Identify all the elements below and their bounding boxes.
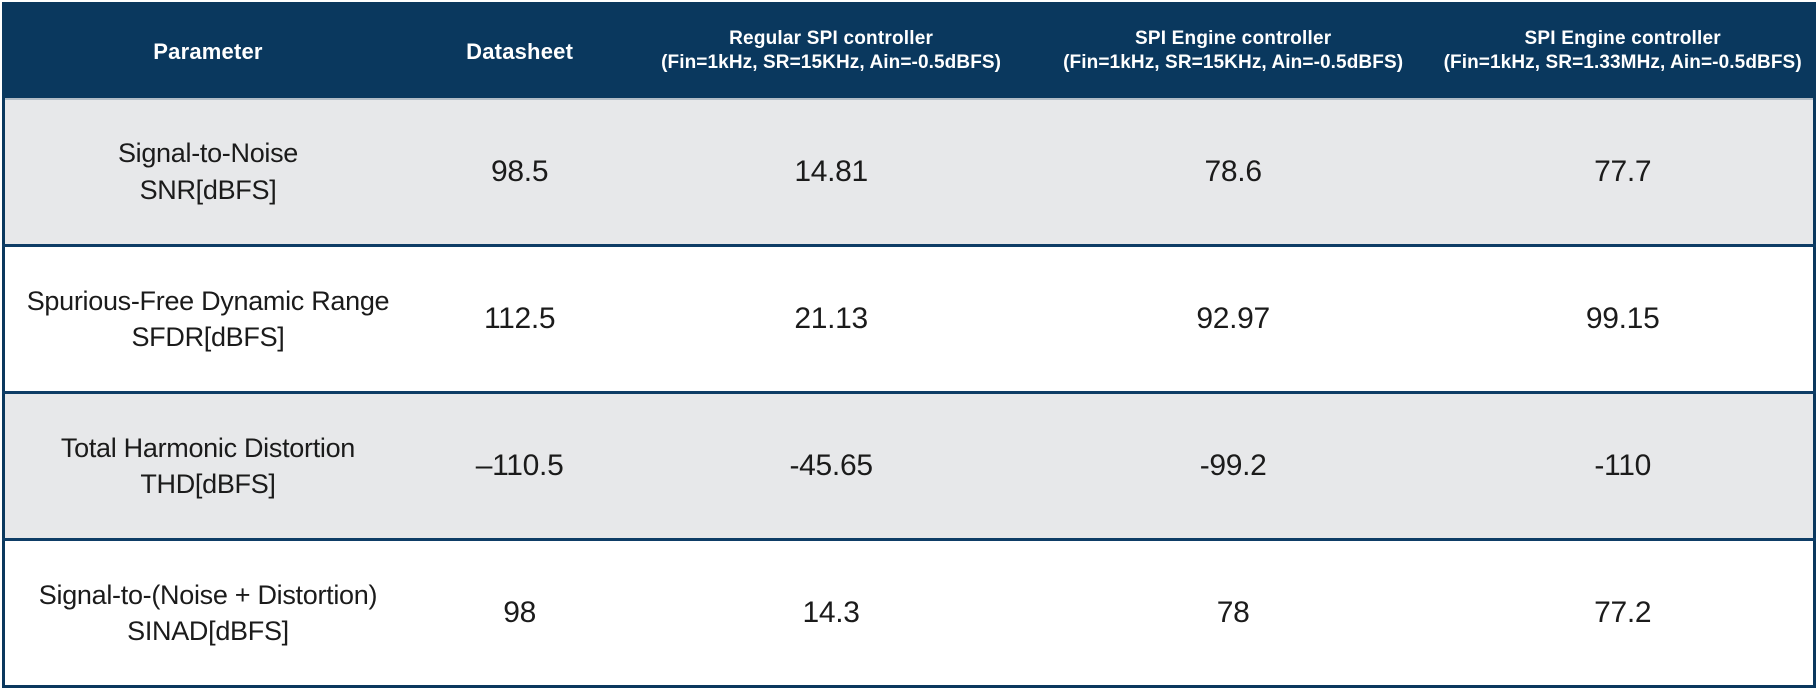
parameter-name: Spurious-Free Dynamic Range (26, 285, 390, 316)
parameter-cell: Signal-to-Noise SNR[dBFS] (4, 99, 411, 246)
col-header-parameter: Parameter (3, 3, 411, 100)
col-header-spi-engine-1-33mhz: SPI Engine controller (Fin=1kHz, SR=1.33… (1432, 3, 1815, 100)
parameter-cell: Signal-to-(Noise + Distortion) SINAD[dBF… (4, 540, 411, 687)
col-header-label: Regular SPI controller (729, 28, 934, 50)
header-row: Parameter Datasheet Regular SPI controll… (3, 3, 1815, 100)
value-regular-spi: -45.65 (789, 449, 873, 482)
parameter-code: SINAD[dBFS] (127, 616, 289, 646)
value-spi-engine-15khz: 78.6 (1204, 154, 1263, 188)
parameter-name: Total Harmonic Distortion (60, 432, 356, 463)
value-regular-spi: 14.3 (802, 596, 861, 629)
parameter-cell: Spurious-Free Dynamic Range SFDR[dBFS] (4, 246, 411, 393)
parameter-code: SNR[dBFS] (139, 174, 277, 205)
col-header-conditions: (Fin=1kHz, SR=15KHz, Ain=-0.5dBFS) (661, 51, 1002, 73)
parameter-name: Signal-to-Noise (117, 138, 299, 169)
col-header-conditions: (Fin=1kHz, SR=1.33MHz, Ain=-0.5dBFS) (1443, 51, 1802, 73)
value-spi-engine-1-33mhz: -110 (1594, 449, 1651, 482)
table-header: Parameter Datasheet Regular SPI controll… (3, 3, 1815, 100)
value-spi-engine-1-33mhz: 77.7 (1594, 154, 1652, 188)
col-header-conditions: (Fin=1kHz, SR=15KHz, Ain=-0.5dBFS) (1063, 51, 1404, 73)
value-regular-spi: 21.13 (794, 302, 868, 335)
value-spi-engine-15khz: 78 (1216, 596, 1250, 629)
col-header-label: SPI Engine controller (1524, 28, 1721, 50)
value-spi-engine-1-33mhz: 77.2 (1594, 596, 1652, 629)
parameter-name: Signal-to-(Noise + Distortion) (38, 579, 378, 610)
col-header-label: SPI Engine controller (1134, 28, 1332, 50)
value-datasheet: –110.5 (475, 449, 564, 482)
col-header-regular-spi: Regular SPI controller (Fin=1kHz, SR=15K… (628, 3, 1034, 100)
table-row-thd: Total Harmonic Distortion THD[dBFS] –110… (3, 392, 1815, 540)
table-body: Signal-to-Noise SNR[dBFS] 98.5 14.81 78.… (3, 98, 1815, 687)
table-row-sfdr: Spurious-Free Dynamic Range SFDR[dBFS] 1… (3, 245, 1815, 393)
table-row-snr: Signal-to-Noise SNR[dBFS] 98.5 14.81 78.… (3, 98, 1815, 246)
parameter-code: SFDR[dBFS] (131, 322, 285, 352)
parameter-code: THD[dBFS] (140, 469, 276, 499)
col-header-label: Parameter (153, 38, 263, 64)
value-datasheet: 98.5 (491, 154, 549, 188)
value-spi-engine-1-33mhz: 99.15 (1585, 302, 1660, 335)
parameter-cell: Total Harmonic Distortion THD[dBFS] (4, 393, 411, 540)
value-regular-spi: 14.81 (794, 154, 868, 188)
col-header-label: Datasheet (466, 38, 574, 64)
table-row-sinad: Signal-to-(Noise + Distortion) SINAD[dBF… (3, 539, 1815, 687)
value-datasheet: 98 (503, 596, 537, 629)
value-datasheet: 112.5 (483, 302, 556, 335)
value-spi-engine-15khz: -99.2 (1199, 449, 1267, 482)
col-header-datasheet: Datasheet (410, 3, 629, 100)
value-spi-engine-15khz: 92.97 (1196, 302, 1270, 335)
col-header-spi-engine-15khz: SPI Engine controller (Fin=1kHz, SR=15KH… (1033, 3, 1433, 100)
